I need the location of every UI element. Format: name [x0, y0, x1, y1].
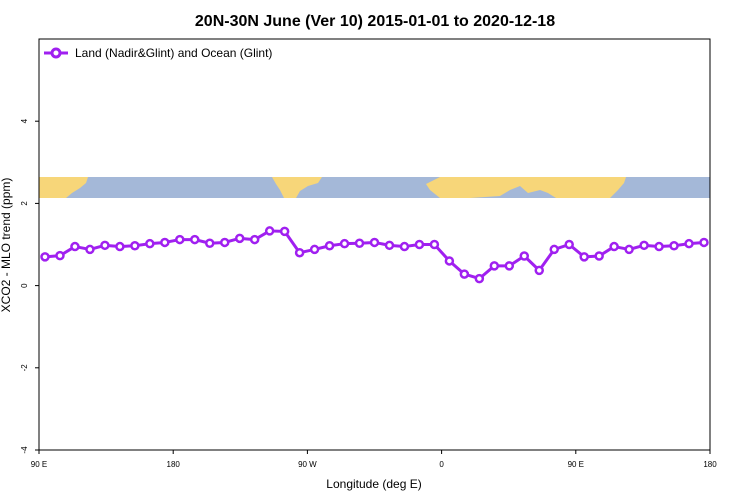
legend: Land (Nadir&Glint) and Ocean (Glint) — [44, 46, 272, 60]
legend-label: Land (Nadir&Glint) and Ocean (Glint) — [75, 46, 272, 60]
data-point — [414, 239, 425, 250]
data-point — [294, 247, 305, 258]
x-tick-label: 90 E — [31, 460, 47, 469]
data-point — [594, 251, 604, 261]
x-axis: 90 E 180 90 W 0 90 E 180 — [31, 450, 717, 469]
data-point — [324, 240, 335, 251]
x-tick-label: 90 E — [568, 460, 584, 469]
map-land-asia-west — [39, 177, 88, 198]
data-point — [669, 240, 679, 251]
x-axis-title: Longitude (deg E) — [326, 477, 421, 491]
x-tick-label: 180 — [703, 460, 717, 469]
data-point — [70, 241, 80, 252]
data-point — [549, 244, 559, 255]
data-point — [579, 252, 589, 262]
data-point — [684, 238, 694, 249]
data-point — [219, 237, 230, 248]
data-point — [175, 234, 185, 245]
data-point — [519, 251, 530, 261]
data-point — [564, 239, 574, 250]
data-point — [309, 244, 320, 255]
data-point — [654, 241, 664, 252]
map-land-india — [560, 177, 576, 192]
y-tick-label: 0 — [20, 283, 29, 288]
x-tick-label: 180 — [167, 460, 181, 469]
data-point — [429, 239, 440, 250]
data-point — [100, 240, 110, 251]
x-tick-label: 0 — [439, 460, 444, 469]
plot-frame — [38, 38, 711, 451]
map-land-africa-arabia — [426, 177, 626, 198]
y-tick-label: -4 — [20, 446, 29, 454]
data-point — [249, 234, 260, 245]
data-point — [534, 265, 544, 276]
map-land-america — [272, 177, 322, 198]
data-point — [279, 226, 290, 237]
y-axis: -4 -2 0 2 4 — [20, 118, 39, 454]
data-point — [699, 237, 709, 248]
data-point — [354, 238, 365, 249]
data-point — [234, 233, 245, 244]
data-point — [40, 252, 50, 262]
legend-marker — [50, 47, 62, 59]
x-tick-label: 90 W — [298, 460, 317, 469]
data-point — [459, 269, 470, 279]
data-point — [624, 244, 634, 255]
data-point — [504, 261, 515, 271]
data-point — [85, 244, 95, 255]
series-layer — [40, 226, 709, 284]
data-point — [130, 240, 140, 251]
data-point — [444, 256, 455, 266]
data-point — [145, 238, 155, 249]
data-point — [369, 237, 380, 248]
data-point — [205, 238, 215, 249]
data-point — [339, 238, 350, 249]
y-tick-label: -2 — [20, 364, 29, 372]
data-point — [115, 241, 125, 252]
data-point — [264, 226, 275, 236]
y-tick-label: 4 — [20, 118, 29, 123]
map-strip — [39, 177, 710, 198]
data-point — [55, 250, 65, 261]
chart-title: 20N-30N June (Ver 10) 2015-01-01 to 2020… — [195, 13, 555, 30]
y-tick-label: 2 — [20, 201, 29, 206]
data-point — [190, 234, 200, 245]
data-point — [474, 273, 485, 284]
data-point — [489, 261, 500, 271]
data-point — [399, 241, 410, 252]
data-point — [160, 237, 170, 248]
data-point — [639, 240, 649, 251]
y-axis-title: XCO2 - MLO trend (ppm) — [0, 178, 13, 313]
data-point — [609, 241, 619, 252]
data-point — [384, 240, 395, 251]
